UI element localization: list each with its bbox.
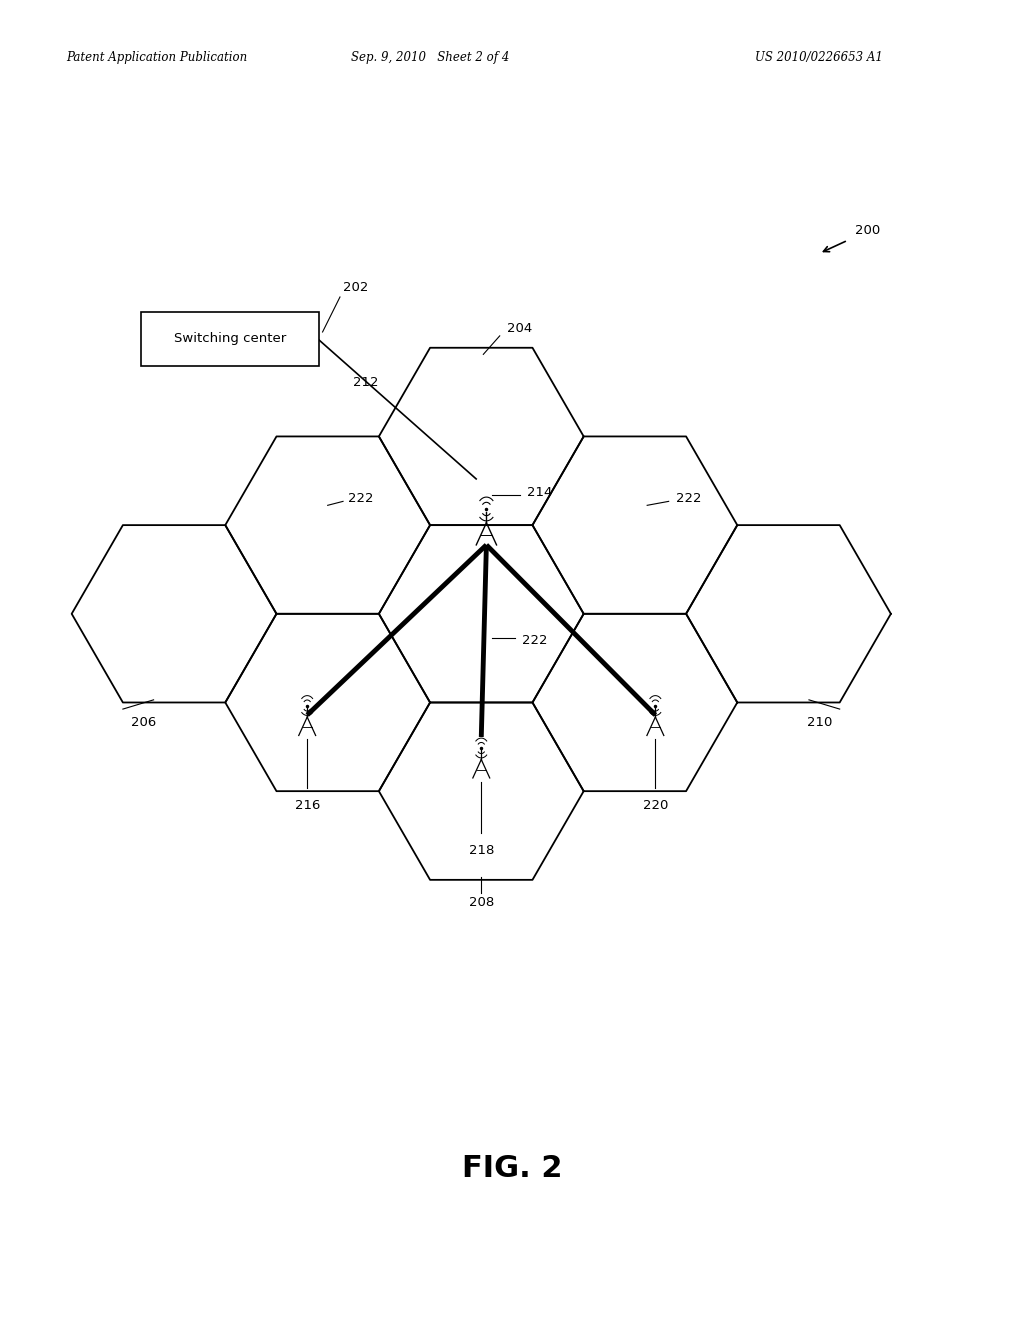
Text: FIG. 2: FIG. 2 (462, 1154, 562, 1183)
Text: 222: 222 (348, 492, 374, 506)
Text: 208: 208 (469, 896, 494, 908)
Text: Switching center: Switching center (174, 333, 287, 345)
Text: Patent Application Publication: Patent Application Publication (67, 51, 248, 63)
Text: 220: 220 (643, 799, 668, 812)
Text: 206: 206 (131, 715, 156, 729)
Text: 222: 222 (522, 634, 548, 647)
Text: 216: 216 (295, 799, 319, 812)
Text: 214: 214 (527, 486, 553, 499)
Text: 212: 212 (353, 376, 379, 389)
Text: 210: 210 (807, 715, 831, 729)
Text: 200: 200 (855, 224, 881, 238)
Text: Sep. 9, 2010   Sheet 2 of 4: Sep. 9, 2010 Sheet 2 of 4 (351, 51, 509, 63)
Text: US 2010/0226653 A1: US 2010/0226653 A1 (756, 51, 883, 63)
Text: 222: 222 (676, 492, 701, 506)
FancyBboxPatch shape (141, 312, 319, 366)
Text: 204: 204 (507, 322, 532, 334)
Text: 218: 218 (469, 843, 494, 857)
Text: 202: 202 (343, 281, 369, 294)
